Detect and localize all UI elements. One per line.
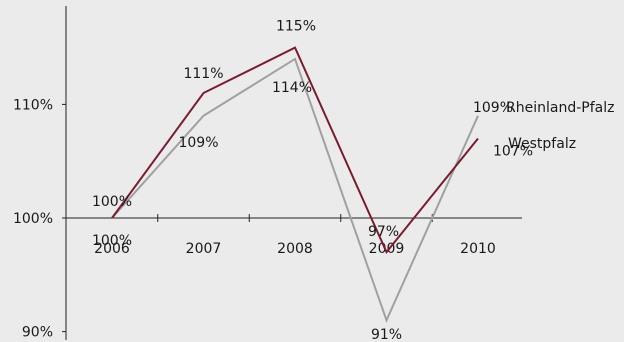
y-axis-labels: 90% 100% 110% [13,97,53,340]
series-line-rheinland-pfalz [111,57,479,323]
data-label: 100% [92,233,132,249]
y-tick-label: 110% [13,97,53,113]
y-tick-label: 90% [22,325,53,341]
data-label: 109% [178,135,218,151]
x-tick-label: 2009 [369,241,405,257]
x-tick-label: 2008 [277,241,313,257]
data-label: 115% [276,19,316,35]
axes [62,6,522,340]
data-label: 91% [371,327,402,342]
legend-label: Rheinland-Pfalz [506,100,614,116]
data-label: 97% [368,224,399,240]
data-labels: 100% 111% 115% 97% 107% 100% 109% 114% 91% 109% [92,19,533,342]
y-tick-label: 100% [13,211,53,227]
x-tick-label: 2007 [186,241,222,257]
legend: Westpfalz Rheinland-Pfalz [506,100,614,152]
data-label: 114% [272,80,312,96]
data-label: 107% [493,143,533,159]
x-tick-label: 2006 [94,241,130,257]
data-label: 111% [183,66,223,82]
data-label: 100% [92,194,132,210]
x-axis-labels: 2006 2007 2008 2009 2010 [94,241,496,257]
x-tick-label: 2010 [460,241,496,257]
series-line-westpfalz [111,46,479,254]
series-lines [111,46,479,323]
data-label: 109% [473,100,513,116]
legend-label: Westpfalz [508,136,576,152]
